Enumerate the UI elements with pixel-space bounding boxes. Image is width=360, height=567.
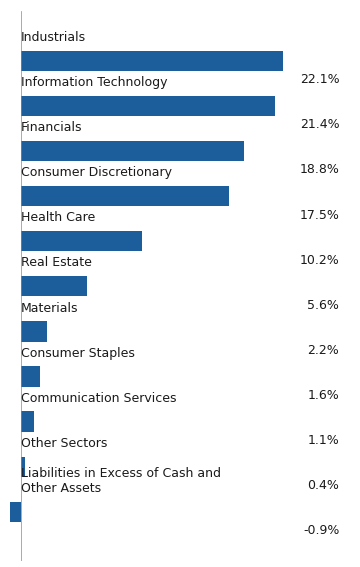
- Bar: [21, 141, 244, 161]
- Text: Liabilities in Excess of Cash and
Other Assets: Liabilities in Excess of Cash and Other …: [21, 467, 221, 495]
- Text: 18.8%: 18.8%: [300, 163, 339, 176]
- Bar: [10, 502, 21, 522]
- Text: Consumer Discretionary: Consumer Discretionary: [21, 166, 172, 179]
- Text: Other Sectors: Other Sectors: [21, 437, 107, 450]
- Text: 10.2%: 10.2%: [300, 253, 339, 266]
- Text: Real Estate: Real Estate: [21, 256, 91, 269]
- Bar: [21, 96, 275, 116]
- Bar: [21, 412, 34, 431]
- Text: 17.5%: 17.5%: [300, 209, 339, 222]
- Bar: [21, 186, 229, 206]
- Text: 2.2%: 2.2%: [307, 344, 339, 357]
- Text: 22.1%: 22.1%: [300, 73, 339, 86]
- Text: 5.6%: 5.6%: [307, 299, 339, 312]
- Bar: [21, 51, 283, 71]
- Bar: [21, 276, 87, 297]
- Text: Financials: Financials: [21, 121, 82, 134]
- Bar: [21, 456, 26, 477]
- Text: 0.4%: 0.4%: [307, 479, 339, 492]
- Text: 1.1%: 1.1%: [307, 434, 339, 447]
- Text: Communication Services: Communication Services: [21, 392, 176, 405]
- Text: Industrials: Industrials: [21, 31, 86, 44]
- Bar: [21, 231, 142, 251]
- Text: Information Technology: Information Technology: [21, 76, 167, 89]
- Bar: [21, 366, 40, 387]
- Text: -0.9%: -0.9%: [303, 524, 339, 537]
- Text: 1.6%: 1.6%: [307, 389, 339, 402]
- Text: Materials: Materials: [21, 302, 78, 315]
- Text: 21.4%: 21.4%: [300, 119, 339, 132]
- Text: Health Care: Health Care: [21, 211, 95, 225]
- Bar: [21, 321, 47, 341]
- Text: Consumer Staples: Consumer Staples: [21, 346, 135, 359]
